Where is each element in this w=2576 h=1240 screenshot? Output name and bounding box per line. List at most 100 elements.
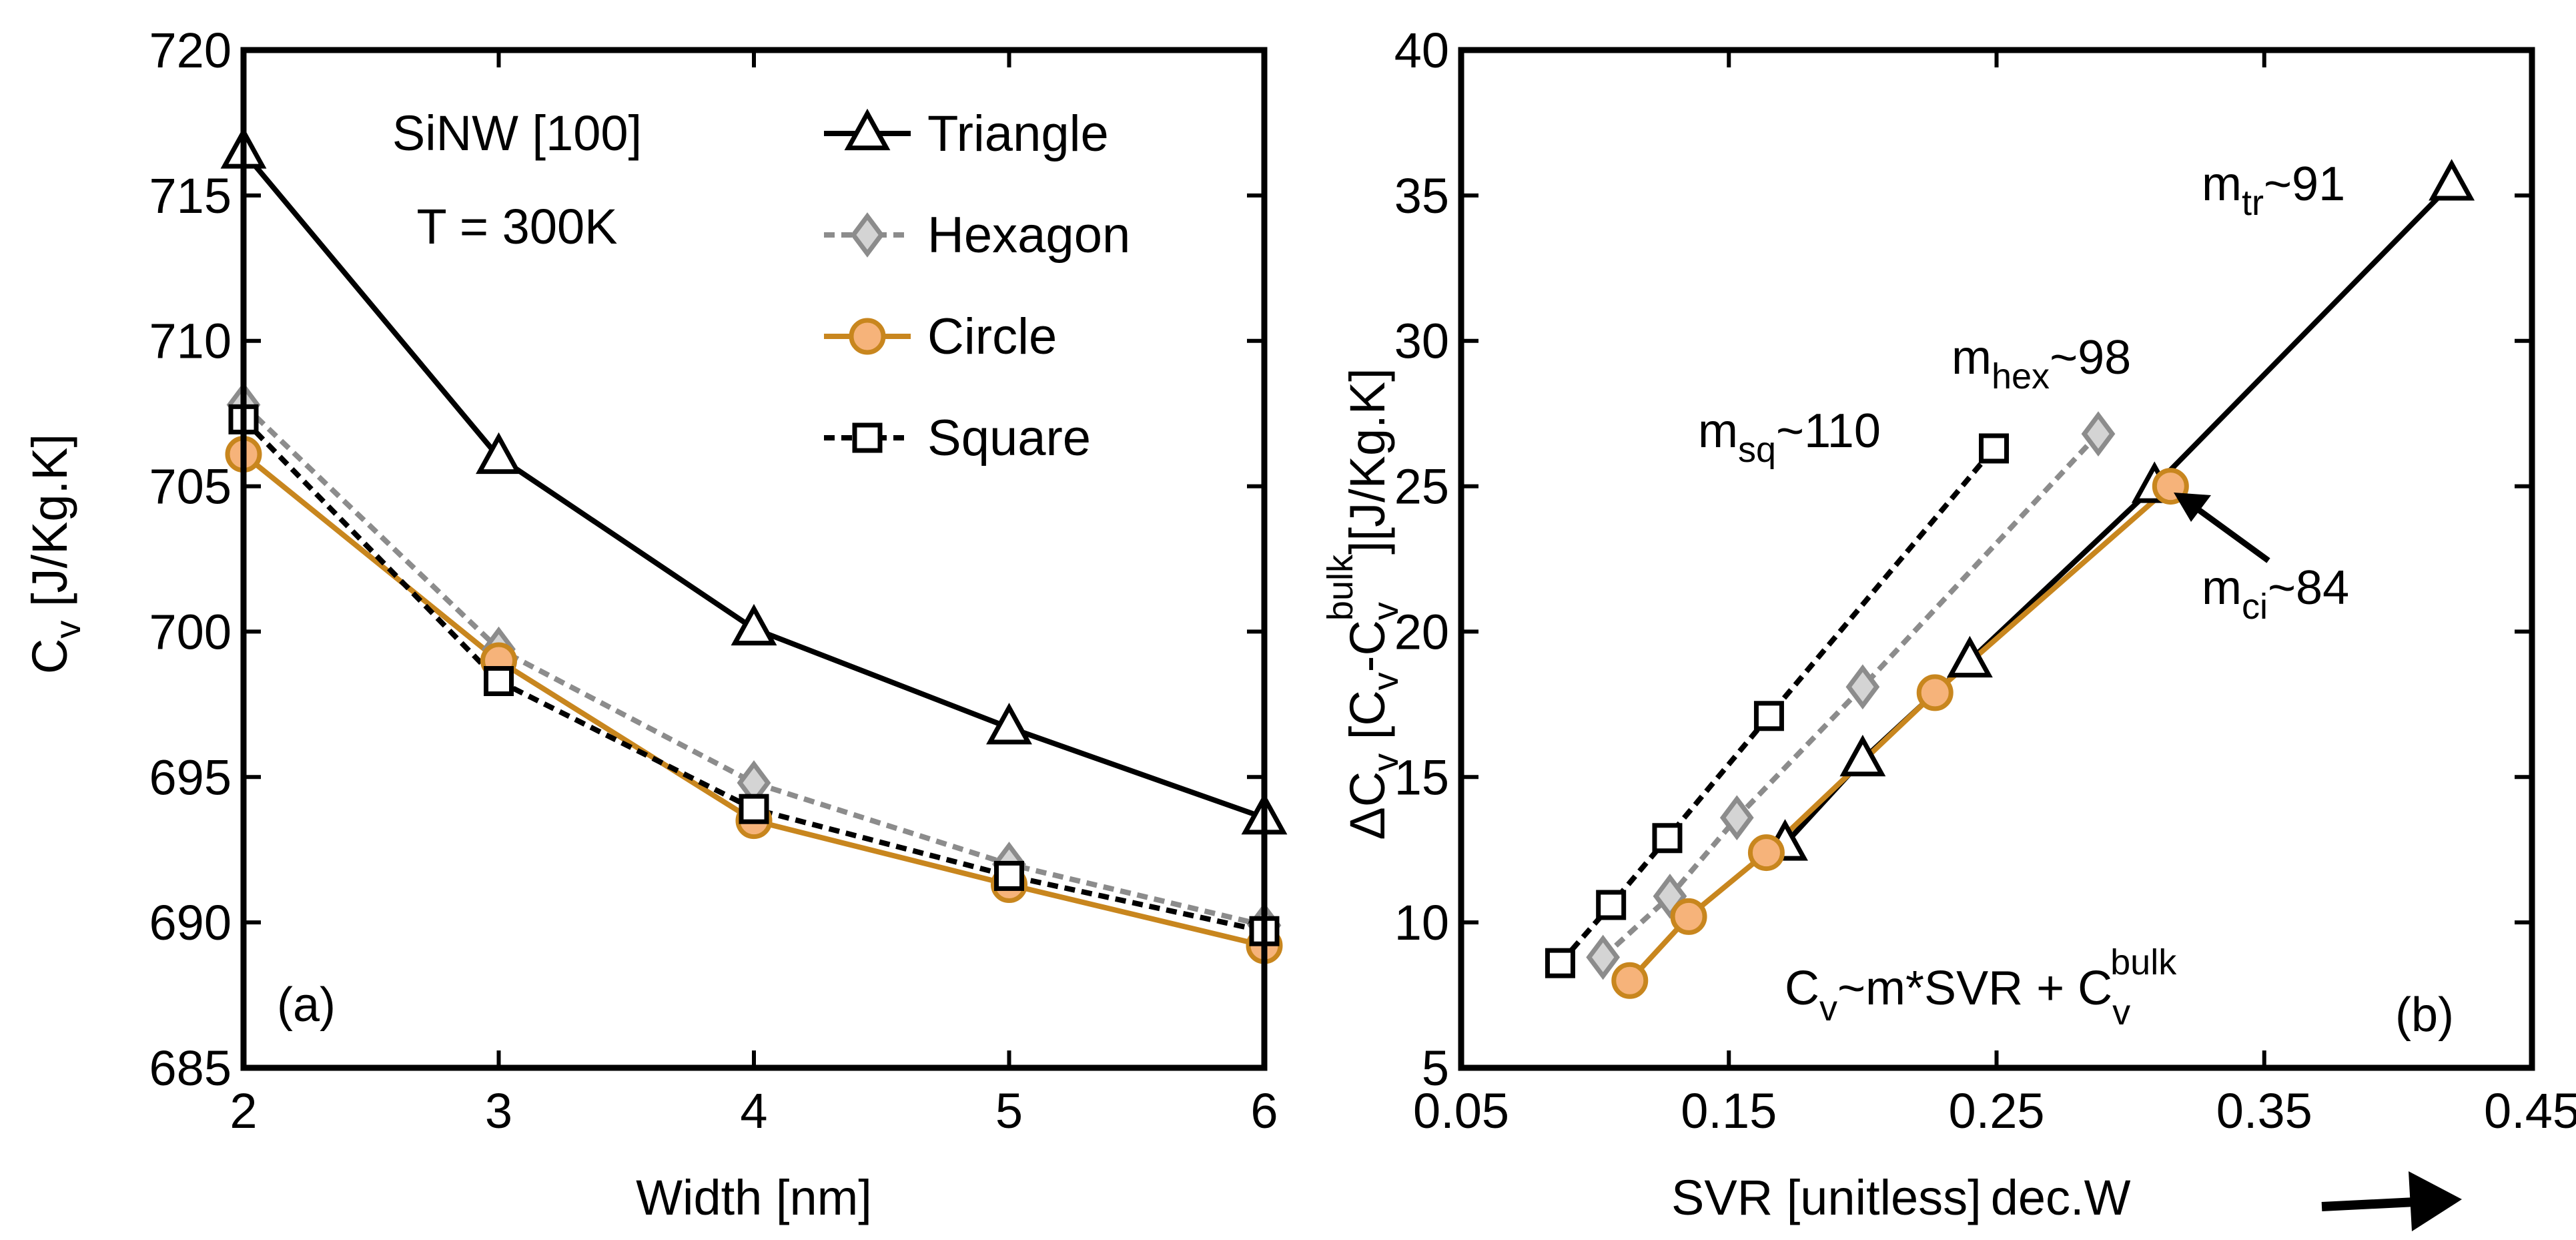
panel-a-ticks — [242, 48, 1266, 1070]
a-y-tick-label-4: 705 — [149, 459, 232, 515]
b-y-tick-label-0: 5 — [1422, 1040, 1449, 1096]
panel-b-tick-labels: 0.05 0.15 0.25 0.35 0.45 5 10 15 20 25 30 35 40 — [1394, 23, 2576, 1139]
b-point-hexagon-0 — [1586, 934, 1621, 980]
b-x-tick-label-2: 0.25 — [1948, 1083, 2044, 1139]
panel-a-annotation-line-1: SiNW [100] — [392, 105, 642, 161]
b-point-circle-2 — [1747, 834, 1785, 872]
panel-a-frame — [240, 47, 1268, 1071]
panel-b-y-label-sub: v — [1366, 753, 1406, 771]
a-y-tick-label-7: 720 — [149, 23, 232, 78]
slope-label-square: msq~110 — [1698, 404, 1881, 470]
b-point-circle-1 — [1670, 898, 1707, 935]
legend-label-triangle: Triangle — [927, 105, 1109, 162]
a-x-tick-label-4: 6 — [1250, 1083, 1278, 1139]
slope-label-hexagon-main: m — [1952, 331, 1992, 384]
a-y-tick-label-6: 715 — [149, 168, 232, 224]
b-point-square-4 — [1978, 433, 2009, 464]
panel-b-y-label-minus: -C — [1340, 620, 1395, 672]
panel-b-label: (b) — [2395, 988, 2454, 1042]
a-point-square-1 — [484, 666, 514, 696]
panel-a-y-axis-label: Cv [J/Kg.K] — [22, 434, 88, 674]
panel-b-x-axis-label: SVR [unitless] dec.W — [1671, 1170, 2131, 1225]
b-series-line-triangle — [1783, 182, 2454, 846]
a-y-tick-label-0: 685 — [149, 1040, 232, 1096]
panel-b-y-label-sub3: v — [1366, 602, 1406, 620]
fit-formula-sub: v — [1819, 988, 1837, 1028]
fit-formula-sub2: v — [2112, 992, 2130, 1032]
b-y-tick-label-5: 30 — [1394, 314, 1449, 369]
b-y-tick-label-1: 10 — [1394, 895, 1449, 950]
panel-a-x-axis-label: Width [nm] — [636, 1170, 872, 1225]
fit-formula-main: C — [1785, 962, 1819, 1015]
b-point-square-3 — [1753, 701, 1784, 731]
panel-a-y-label-rest: [J/Kg.K] — [22, 434, 77, 621]
panel-b-y-label-rest: ][J/Kg.K] — [1340, 368, 1395, 555]
a-y-tick-label-1: 690 — [149, 895, 232, 950]
panel-a-chart: 2 3 4 5 6 685 690 695 700 705 710 715 720 SiNW [100]… — [22, 23, 1288, 1225]
fit-formula-sup: bulk — [2110, 942, 2177, 982]
b-x-tick-label-0: 0.05 — [1413, 1083, 1509, 1139]
b-y-tick-label-4: 25 — [1394, 459, 1449, 515]
a-point-triangle-2 — [731, 603, 777, 646]
b-y-tick-label-7: 40 — [1394, 23, 1449, 78]
legend-label-hexagon: Hexagon — [927, 207, 1130, 264]
a-point-square-3 — [994, 860, 1024, 891]
b-y-tick-label-3: 20 — [1394, 604, 1449, 659]
b-point-hexagon-3 — [1845, 664, 1880, 710]
b-point-circle-3 — [1916, 674, 1954, 711]
a-x-tick-label-2: 4 — [740, 1083, 767, 1139]
panel-b-y-label-mid: [C — [1340, 690, 1395, 753]
fit-formula-mid: ~m*SVR + C — [1837, 962, 2112, 1015]
slope-label-square-main: m — [1698, 404, 1738, 458]
slope-label-triangle: mtr~91 — [2202, 158, 2345, 223]
legend-marker-triangle — [844, 108, 891, 151]
b-y-tick-label-6: 35 — [1394, 168, 1449, 224]
b-point-triangle-2 — [1946, 635, 1993, 678]
a-point-triangle-3 — [986, 702, 1032, 745]
slope-label-hexagon: mhex~98 — [1952, 331, 2131, 396]
panel-b-y-label-sub2: v — [1366, 672, 1406, 690]
panel-b-x-label-extra: dec.W — [1991, 1170, 2131, 1225]
panel-a-legend: Triangle Hexagon Circle Square — [824, 105, 1130, 467]
slope-label-hexagon-value: ~98 — [2050, 331, 2131, 384]
legend-label-circle: Circle — [927, 308, 1057, 365]
b-x-tick-label-1: 0.15 — [1681, 1083, 1777, 1139]
a-point-triangle-1 — [476, 432, 522, 475]
slope-label-square-value: ~110 — [1776, 404, 1881, 458]
legend-marker-circle — [849, 318, 886, 355]
a-x-tick-label-0: 2 — [230, 1083, 257, 1139]
a-y-tick-label-2: 695 — [149, 749, 232, 805]
circle-pointer-arrow — [2174, 493, 2270, 563]
slope-label-triangle-sub: tr — [2242, 183, 2264, 223]
slope-label-triangle-value: ~91 — [2264, 158, 2345, 211]
panel-b-markers — [1545, 159, 2475, 999]
slope-label-hexagon-sub: hex — [1992, 356, 2050, 396]
panel-b-y-axis-label: ΔCv [Cv-Cvbulk][J/Kg.K] — [1320, 368, 1406, 840]
panel-a-label: (a) — [277, 978, 336, 1032]
b-point-square-2 — [1652, 823, 1683, 854]
a-series-line-square — [242, 417, 1265, 934]
panel-b-x-label-main: SVR [unitless] — [1671, 1170, 1982, 1225]
b-point-square-1 — [1596, 890, 1627, 920]
a-x-tick-label-3: 5 — [995, 1083, 1023, 1139]
legend-marker-square — [852, 422, 883, 453]
b-point-hexagon-4 — [2081, 411, 2116, 456]
a-x-tick-label-1: 3 — [485, 1083, 512, 1139]
a-y-tick-label-3: 700 — [149, 604, 232, 659]
panel-b-y-label-prefix: ΔC — [1340, 771, 1395, 840]
legend-label-square: Square — [927, 410, 1091, 467]
panel-a-y-label-sub: v — [48, 621, 88, 639]
slope-label-circle-value: ~84 — [2268, 561, 2349, 615]
slope-label-circle: mci~84 — [2202, 561, 2349, 627]
legend-marker-hexagon — [850, 212, 885, 258]
panel-a-annotation-line-2: T = 300K — [416, 199, 617, 254]
panel-b-y-label-sup: bulk — [1320, 554, 1360, 621]
b-x-tick-label-4: 0.45 — [2484, 1083, 2576, 1139]
b-point-triangle-1 — [1839, 734, 1886, 777]
a-point-square-2 — [739, 794, 769, 824]
b-point-triangle-4 — [2429, 159, 2475, 201]
b-point-hexagon-2 — [1719, 795, 1754, 841]
slope-label-circle-main: m — [2202, 561, 2242, 615]
